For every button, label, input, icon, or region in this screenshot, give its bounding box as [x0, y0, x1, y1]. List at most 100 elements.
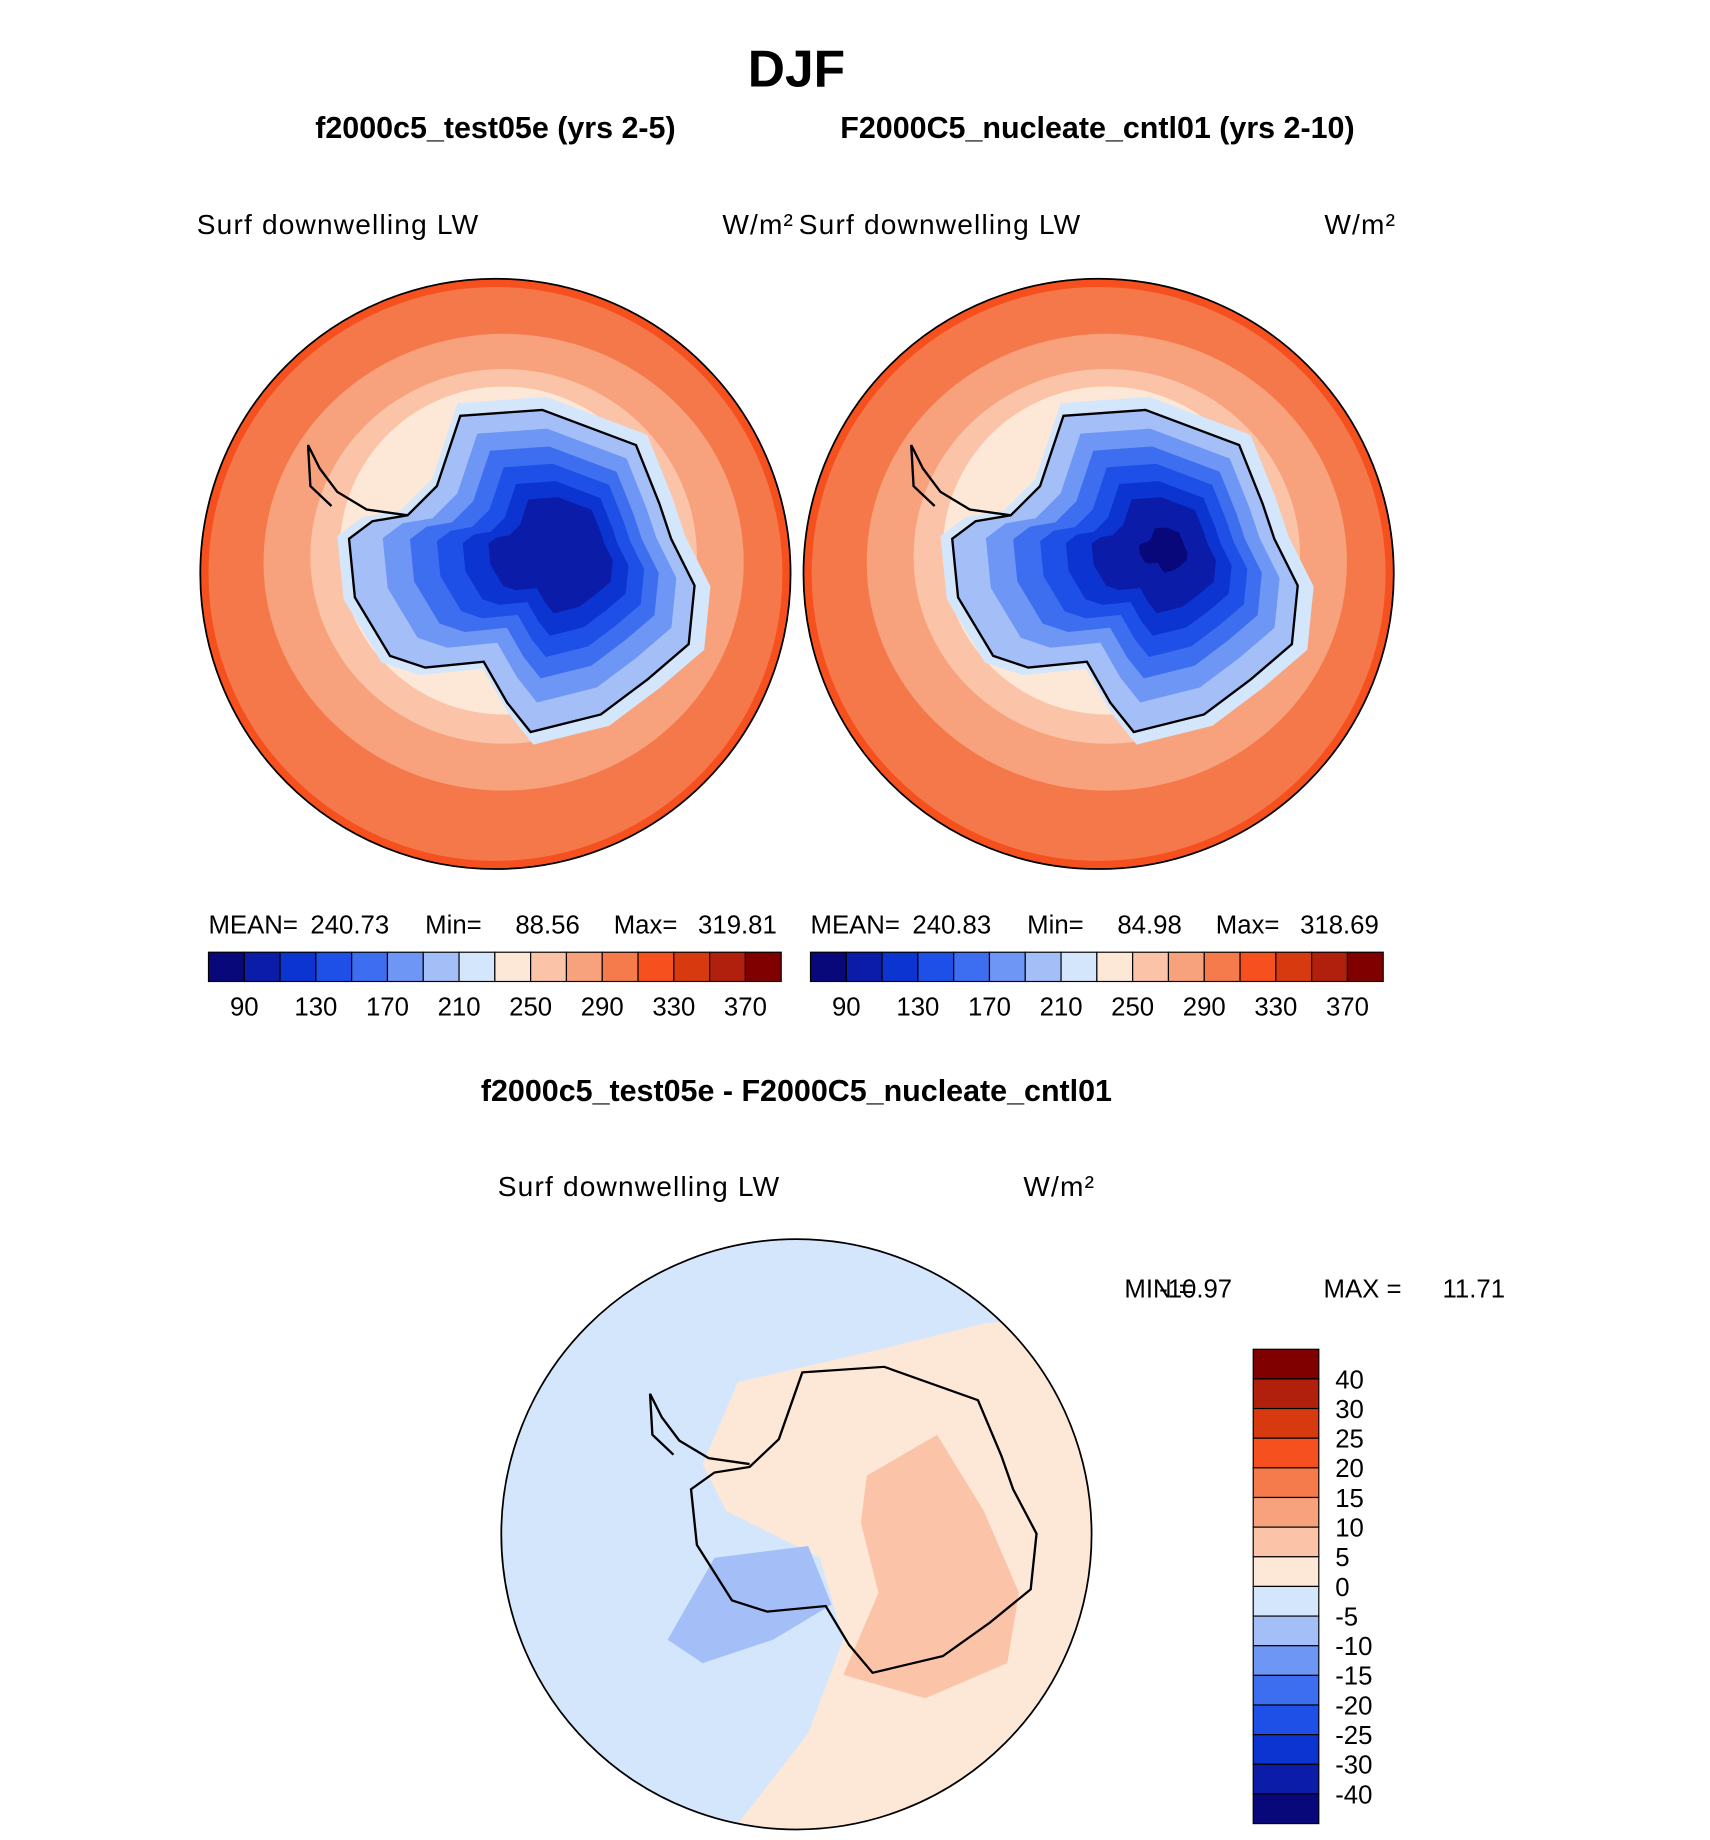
map-difference	[501, 1239, 1092, 1830]
units-label: W/m²	[1324, 209, 1396, 240]
colorbar-box	[1275, 951, 1313, 983]
variable-label: Surf downwelling LW	[799, 209, 1082, 240]
stat-value: 88.56	[515, 911, 579, 939]
colorbar-box	[1346, 951, 1384, 983]
stat-label: Max=	[1216, 911, 1280, 939]
colorbar-box	[1167, 951, 1205, 983]
colorbar-box	[458, 951, 496, 983]
colorbar-box	[809, 951, 847, 983]
units-label: W/m²	[1023, 1171, 1095, 1202]
stat-value: 240.73	[310, 911, 389, 939]
stat-label: Min=	[1027, 911, 1084, 939]
colorbar-box	[279, 951, 317, 983]
colorbar-label: 170	[366, 993, 409, 1021]
colorbar-label: -40	[1335, 1781, 1372, 1809]
colorbar-label: 170	[968, 993, 1011, 1021]
colorbar-label: 5	[1335, 1544, 1349, 1572]
colorbar-label: 290	[1183, 993, 1226, 1021]
colorbar-box	[351, 951, 389, 983]
colorbar-label: 370	[724, 993, 767, 1021]
colorbar-label: 90	[230, 993, 259, 1021]
stat-label: Max=	[614, 911, 678, 939]
colorbar-label: 130	[896, 993, 939, 1021]
colorbar-box	[1252, 1526, 1320, 1558]
stat-value: 84.98	[1117, 911, 1181, 939]
stat-value: 240.83	[912, 911, 991, 939]
colorbar-box	[1252, 1793, 1320, 1825]
colorbar-label: -5	[1335, 1603, 1358, 1631]
colorbar-label: -30	[1335, 1752, 1372, 1780]
colorbar-box	[530, 951, 568, 983]
colorbar-box	[1252, 1378, 1320, 1410]
map-border	[802, 277, 1395, 870]
colorbar-label: 0	[1335, 1574, 1349, 1602]
colorbar-box	[953, 951, 991, 983]
colorbar-label: 25	[1335, 1426, 1364, 1454]
colorbar-box	[207, 951, 245, 983]
colorbar-label: -25	[1335, 1722, 1372, 1750]
colorbar-box	[1252, 1556, 1320, 1588]
colorbar-box	[1252, 1585, 1320, 1617]
stat-value: 319.81	[698, 911, 777, 939]
colorbar-box	[243, 951, 281, 983]
colorbar-label: 30	[1335, 1396, 1364, 1424]
colorbar-box	[1252, 1734, 1320, 1765]
colorbar-box	[494, 951, 532, 983]
colorbar-box	[1203, 951, 1241, 983]
colorbar-label: 290	[581, 993, 624, 1021]
colorbar-box	[565, 951, 603, 983]
colorbar-box	[1311, 951, 1349, 983]
colorbar-label: -15	[1335, 1663, 1372, 1691]
colorbar-box	[709, 951, 747, 983]
colorbar-label: 130	[294, 993, 337, 1021]
difference-title: f2000c5_test05e - F2000C5_nucleate_cntl0…	[481, 1074, 1112, 1108]
colorbar-label: -10	[1335, 1633, 1372, 1661]
colorbar-box	[744, 951, 782, 983]
colorbar-box	[1252, 1674, 1320, 1706]
colorbar-box	[1132, 951, 1170, 983]
colorbar-label: 40	[1335, 1366, 1364, 1394]
colorbar-box	[845, 951, 883, 983]
colorbar-box	[386, 951, 424, 983]
colorbar-label: 210	[438, 993, 481, 1021]
colorbar-label: 330	[652, 993, 695, 1021]
variable-label: Surf downwelling LW	[498, 1171, 780, 1202]
colorbar-label: 210	[1040, 993, 1083, 1021]
colorbar-box	[1252, 1763, 1320, 1795]
colorbar-label: -20	[1335, 1692, 1372, 1720]
variable-label: Surf downwelling LW	[197, 209, 480, 240]
colorbar-label: 250	[509, 993, 552, 1021]
colorbar-label: 370	[1326, 993, 1369, 1021]
colorbar-box	[1252, 1467, 1320, 1499]
colorbar-box	[1252, 1437, 1320, 1469]
colorbar-box	[1096, 951, 1134, 983]
colorbar-box	[1252, 1496, 1320, 1528]
stat-value: -10.97	[1159, 1276, 1232, 1304]
units-label: W/m²	[722, 209, 794, 240]
colorbar-box	[988, 951, 1026, 983]
colorbar-label: 330	[1254, 993, 1297, 1021]
map-right	[803, 278, 1394, 870]
colorbar-box	[673, 951, 711, 983]
colorbar-box	[917, 951, 955, 983]
colorbar-box	[881, 951, 919, 983]
map-border	[500, 1238, 1093, 1831]
colorbar-box	[1060, 951, 1098, 983]
stat-label: MEAN=	[810, 911, 899, 939]
colorbar-box	[315, 951, 353, 983]
colorbar-label: 90	[832, 993, 861, 1021]
colorbar-label: 10	[1335, 1515, 1364, 1543]
colorbar-box	[601, 951, 639, 983]
panel-title: F2000C5_nucleate_cntl01 (yrs 2-10)	[840, 111, 1354, 145]
colorbar-box	[1252, 1615, 1320, 1647]
colorbar-label: 250	[1111, 993, 1154, 1021]
colorbar-box	[1252, 1348, 1320, 1380]
colorbar-label: 15	[1335, 1485, 1364, 1513]
colorbar-box	[1252, 1407, 1320, 1439]
panel-title: f2000c5_test05e (yrs 2-5)	[315, 111, 675, 145]
colorbar-box	[1252, 1704, 1320, 1736]
colorbar-box	[422, 951, 460, 983]
stat-label: MIN =	[1124, 1276, 1193, 1304]
stat-label: MEAN=	[208, 911, 297, 939]
